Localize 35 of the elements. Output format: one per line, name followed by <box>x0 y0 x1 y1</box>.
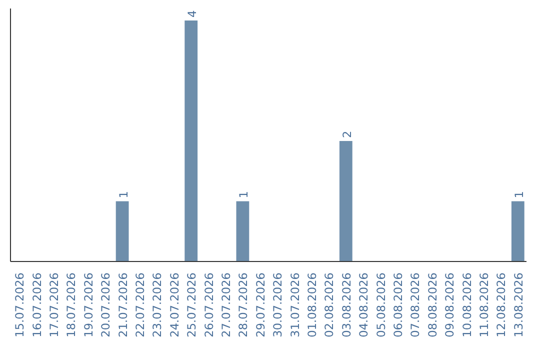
x-tick-label: 22.07.2026 <box>133 272 147 338</box>
x-tick-label: 06.08.2026 <box>391 272 405 338</box>
data-label: 4 <box>185 10 200 18</box>
x-tick-label: 26.07.2026 <box>202 272 216 338</box>
x-tick-label: 16.07.2026 <box>30 272 44 338</box>
data-label: 1 <box>512 191 526 198</box>
x-tick-label: 07.08.2026 <box>408 272 422 338</box>
x-tick-label: 29.07.2026 <box>253 272 268 338</box>
x-tick-label: 08.08.2026 <box>425 272 440 338</box>
x-tick-label: 19.07.2026 <box>81 272 96 338</box>
x-tick-label: 24.07.2026 <box>167 272 182 338</box>
data-label: 2 <box>340 130 354 138</box>
x-tick-label: 10.08.2026 <box>460 272 474 338</box>
x-tick-label: 02.08.2026 <box>322 272 336 338</box>
x-tick-label: 09.08.2026 <box>442 272 457 338</box>
x-tick-label: 03.08.2026 <box>339 272 354 338</box>
x-tick-label: 11.08.2026 <box>477 272 491 338</box>
x-tick-label: 04.08.2026 <box>356 272 371 338</box>
x-tick-label: 12.08.2026 <box>494 272 508 338</box>
x-tick-label: 15.07.2026 <box>12 272 27 338</box>
x-tick-label: 18.07.2026 <box>64 272 78 338</box>
x-tick-label: 27.07.2026 <box>219 272 233 338</box>
x-tick-label: 28.07.2026 <box>236 272 250 338</box>
x-tick-label: 21.07.2026 <box>116 272 130 338</box>
data-label: 1 <box>236 191 251 198</box>
x-tick-label: 20.07.2026 <box>98 272 113 338</box>
x-tick-label: 05.08.2026 <box>374 272 388 338</box>
x-tick-label: 13.08.2026 <box>511 272 526 338</box>
x-tick-label: 23.07.2026 <box>150 272 164 338</box>
x-tick-label: 17.07.2026 <box>47 272 61 338</box>
data-label: 1 <box>116 191 130 198</box>
x-tick-label: 30.07.2026 <box>270 272 285 338</box>
x-tick-label: 31.07.2026 <box>288 272 302 338</box>
x-tick-label: 25.07.2026 <box>184 272 199 338</box>
x-tick-label: 01.08.2026 <box>305 272 319 338</box>
